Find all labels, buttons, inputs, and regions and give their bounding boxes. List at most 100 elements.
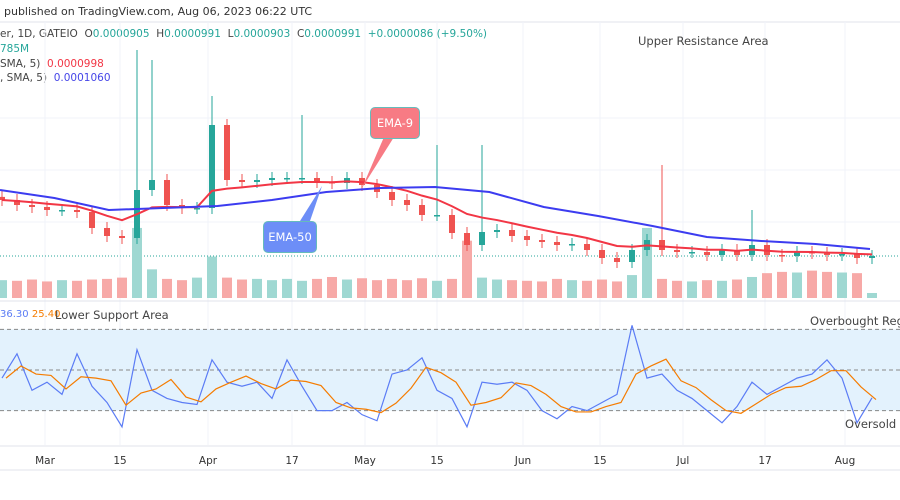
volume-bar: [162, 278, 172, 298]
candle-body: [674, 250, 680, 252]
candle-body: [59, 210, 65, 212]
volume-bar: [867, 293, 877, 298]
candle-body: [299, 178, 305, 180]
candle-body: [509, 230, 515, 236]
volume-bar: [612, 281, 622, 298]
volume-bar: [822, 271, 832, 298]
high-label: H: [156, 28, 165, 40]
volume-bar: [117, 277, 127, 298]
volume-bar: [57, 280, 67, 298]
volume-bar: [447, 278, 457, 298]
volume-bar: [372, 280, 382, 298]
candle-body: [794, 252, 800, 256]
volume-bar: [12, 280, 22, 298]
symbol: er, 1D, GATEIO: [0, 28, 78, 40]
volume-bar: [312, 278, 322, 298]
volume-bar: [297, 280, 307, 298]
candle-body: [554, 242, 560, 245]
volume-bar: [687, 281, 697, 298]
volume-bar: [402, 280, 412, 298]
volume-bar: [507, 280, 517, 298]
volume-bar: [387, 278, 397, 298]
volume-bar: [732, 279, 742, 298]
volume-bar: [672, 280, 682, 298]
volume-bar: [627, 275, 637, 298]
candle-body: [494, 230, 500, 232]
candle-body: [314, 178, 320, 182]
close-value: 0.0000991: [304, 28, 362, 40]
lower-support-label: Lower Support Area: [55, 308, 169, 322]
candle-body: [689, 252, 695, 254]
candle-body: [464, 233, 470, 245]
candle-body: [419, 205, 425, 215]
volume-bar: [837, 272, 847, 298]
open-label: O: [84, 28, 93, 40]
candle-body: [14, 200, 20, 205]
volume-bar: [0, 280, 7, 298]
oversold-label: Oversold R: [845, 417, 900, 431]
rsi-ma-line: [5, 358, 877, 414]
candle-body: [719, 250, 725, 255]
x-tick-label: 17: [758, 455, 772, 467]
candle-body: [269, 178, 275, 180]
low-label: L: [227, 28, 234, 40]
volume-bar: [417, 278, 427, 298]
volume-bar: [477, 277, 487, 298]
candle-body: [0, 196, 5, 200]
volume-bar: [87, 279, 97, 298]
ema50-line: [0, 185, 871, 250]
candle-body: [29, 205, 35, 207]
candle-body: [224, 125, 230, 180]
candle-body: [629, 250, 635, 262]
volume-bar: [462, 240, 472, 298]
volume-bar: [807, 270, 817, 298]
candle-body: [239, 180, 245, 182]
volume-bar: [177, 280, 187, 298]
volume-bar: [717, 280, 727, 298]
volume-bar: [237, 279, 247, 298]
ema9-pointer: [362, 137, 394, 188]
candle-body: [119, 236, 125, 238]
x-tick-label: Aug: [834, 455, 856, 467]
x-tick-label: 17: [285, 455, 299, 467]
candle-body: [614, 258, 620, 262]
volume-bar: [537, 281, 547, 298]
ema9-label: SMA, 5): [0, 58, 41, 70]
x-tick-label: Mar: [35, 455, 55, 467]
candle-body: [104, 228, 110, 236]
low-value: 0.0000903: [233, 28, 291, 40]
volume-bar: [42, 281, 52, 298]
candle-body: [479, 232, 485, 245]
x-tick-label: May: [354, 455, 376, 467]
candle-body: [569, 244, 575, 246]
volume-bar: [132, 227, 142, 298]
open-value: 0.0000905: [92, 28, 150, 40]
volume-bar: [282, 278, 292, 298]
candle-body: [779, 255, 785, 257]
candle-body: [584, 244, 590, 250]
x-tick-label: Apr: [198, 455, 218, 467]
volume-bar: [252, 278, 262, 298]
upper-resistance-label: Upper Resistance Area: [638, 34, 769, 48]
volume-bar: [222, 277, 232, 298]
candle-body: [44, 207, 50, 210]
x-tick-label: 15: [113, 455, 127, 467]
rsi-value: 36.30: [0, 309, 29, 320]
volume-bar: [777, 271, 787, 298]
overbought-label: Overbought Regio: [810, 314, 900, 328]
ema9-line: [1, 180, 873, 256]
volume-bar: [567, 280, 577, 298]
ema9-legend: SMA, 5) 0.0000998: [0, 58, 104, 70]
volume-bar: [27, 279, 37, 298]
rsi-ma-value: 25.40: [31, 309, 61, 320]
candle-body: [854, 254, 860, 258]
candle-body: [149, 180, 155, 190]
volume-bar: [432, 280, 442, 298]
ema50-value: 0.0001060: [53, 72, 111, 84]
candle-body: [599, 250, 605, 258]
x-tick-label: Jun: [514, 455, 532, 467]
volume-bar: [747, 276, 757, 298]
volume-bar: [207, 256, 217, 298]
volume-bar: [792, 272, 802, 298]
